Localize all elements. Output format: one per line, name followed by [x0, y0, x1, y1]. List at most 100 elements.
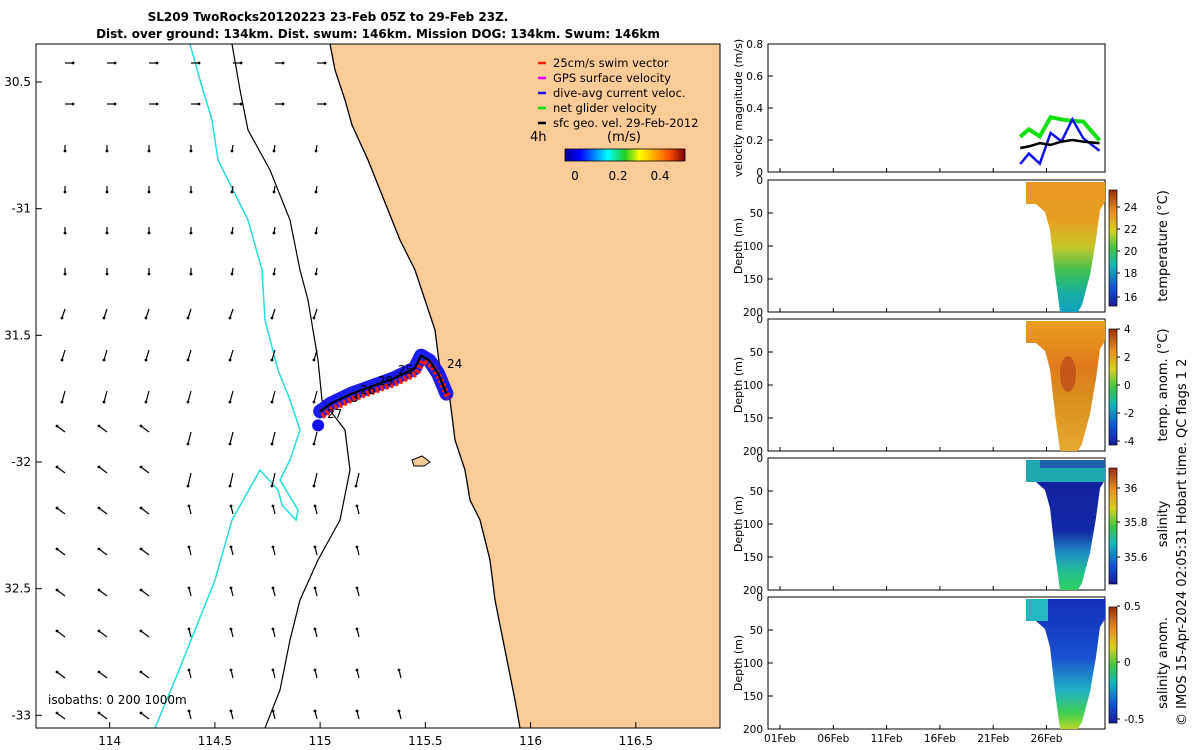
depth-ticklabel: 150 [743, 691, 763, 703]
current-vector-head [229, 627, 233, 631]
sal_anom-cb-ticklabel: -0.5 [1124, 714, 1145, 726]
current-vector-head [312, 400, 316, 404]
current-vector [56, 425, 66, 433]
current-vector-head [144, 400, 148, 404]
current-vector-head [271, 627, 275, 631]
current-vector-head [312, 484, 316, 488]
current-vector-head [60, 316, 64, 320]
current-vector [187, 349, 192, 361]
current-vector-head [189, 190, 193, 194]
map-x-ticklabel: 114.5 [198, 734, 232, 748]
time-ticklabel: 16Feb [924, 733, 956, 745]
temp_anom-colorbar [1108, 328, 1118, 446]
current-vector [56, 466, 66, 474]
current-vector-head [239, 102, 243, 106]
map-y-ticklabel: -33 [11, 708, 31, 722]
current-vector-head [102, 400, 106, 404]
current-vector-head [197, 61, 201, 65]
temperature-ylabel: Depth (m) [732, 218, 745, 274]
map-y-ticks: 30.5 -31 31.5 -32 32.5 -33 [4, 75, 42, 722]
map-y-ticklabel: -31 [11, 202, 31, 216]
temp_anom-panel: 0 50 100 150 200 Depth (m) 4 2 0 -2 -4 temp. anom. … [732, 314, 1171, 458]
time-scale-label: 4h [530, 130, 547, 145]
time-ticklabel: 01Feb [764, 733, 796, 745]
sal-anom-surface-layer [1026, 599, 1048, 621]
current-vector-head [144, 358, 148, 362]
depth-ticklabel: 0 [756, 314, 763, 326]
current-vector [271, 431, 276, 445]
time-axis-ticks: 01Feb 06Feb 11Feb 16Feb 21Feb 26Feb [764, 733, 1063, 745]
current-vector [140, 507, 150, 515]
current-vector [56, 712, 66, 720]
current-vector [98, 630, 108, 638]
current-vector-head [102, 316, 106, 320]
current-vector [313, 390, 318, 403]
track-day-label: 27 [327, 407, 342, 421]
current-vector-head [55, 670, 59, 674]
current-vector [98, 466, 108, 474]
current-vector-head [55, 588, 59, 592]
current-vector-head [97, 547, 101, 551]
current-vector-head [187, 586, 191, 590]
depth-ticklabel: 0 [756, 592, 763, 604]
current-vector [313, 472, 318, 487]
salinity-cb-ticklabel: 35.6 [1124, 552, 1148, 564]
current-vector-head [186, 358, 190, 362]
velocity-series-black [1019, 138, 1100, 150]
current-vector-head [230, 190, 234, 194]
current-vector-head [55, 547, 59, 551]
current-vector-head [230, 272, 234, 276]
current-vector-head [55, 506, 59, 510]
temp_anom-cb-ticklabel: 0 [1124, 380, 1131, 392]
depth-ticklabel: 100 [743, 241, 763, 253]
current-vector-head [63, 231, 67, 235]
current-vector [98, 589, 108, 597]
title-line-1: SL209 TwoRocks20120223 23-Feb 05Z to 29-… [148, 10, 509, 24]
temperature-cb-ticklabel: 18 [1124, 268, 1137, 280]
velocity-series [779, 114, 1102, 172]
current-vector-head [228, 442, 232, 446]
track-day-label: 29 [378, 374, 393, 388]
current-vector-head [272, 190, 276, 194]
map-x-ticks: 114 114.5 115 115.5 116 116.5 [98, 722, 653, 748]
map-y-ticklabel: 32.5 [4, 582, 31, 596]
current-vector-head [187, 504, 191, 508]
temperature-cb-ticklabel: 16 [1124, 292, 1138, 304]
temperature-y-ticks: 0 50 100 150 200 [743, 175, 773, 319]
track-day-label: 24 [447, 357, 462, 371]
speed-colorbar-ticklabel: 0 [571, 169, 579, 183]
current-vector-head [186, 400, 190, 404]
current-vector-head [228, 400, 232, 404]
current-vector-head [229, 545, 233, 549]
time-ticklabel: 26Feb [1031, 733, 1063, 745]
depth-ticklabel: 150 [743, 552, 763, 564]
current-vector-head [270, 316, 274, 320]
current-vector-head [314, 231, 318, 235]
map-y-ticklabel: 30.5 [4, 75, 31, 89]
temp_anom-ylabel: Depth (m) [732, 357, 745, 413]
legend-entry: GPS surface velocity [553, 71, 671, 85]
current-vector-head [313, 668, 317, 672]
velocity-y-ticklabel: 0 [756, 167, 763, 179]
current-vector-head [113, 102, 117, 106]
depth-ticklabel: 200 [743, 724, 763, 736]
current-vector-head [97, 465, 101, 469]
current-vector-head [139, 670, 143, 674]
velocity-y-ticklabel: 0.8 [746, 39, 763, 51]
time-ticklabel: 11Feb [871, 733, 903, 745]
current-vector [187, 472, 192, 487]
current-vector-head [314, 149, 318, 153]
current-vector-head [314, 272, 318, 276]
current-vector-head [271, 668, 275, 672]
current-vector [271, 390, 276, 403]
salinity-cb-ticklabel: 35.8 [1124, 517, 1147, 529]
current-vector-head [271, 545, 275, 549]
current-vector-head [313, 627, 317, 631]
current-vector [56, 630, 66, 638]
speed-colorbar-ticks: 0 0.2 0.4 [571, 169, 669, 183]
current-vector [103, 308, 108, 319]
current-vector [140, 712, 150, 720]
current-vector-head [397, 668, 401, 672]
current-vector-head [187, 545, 191, 549]
